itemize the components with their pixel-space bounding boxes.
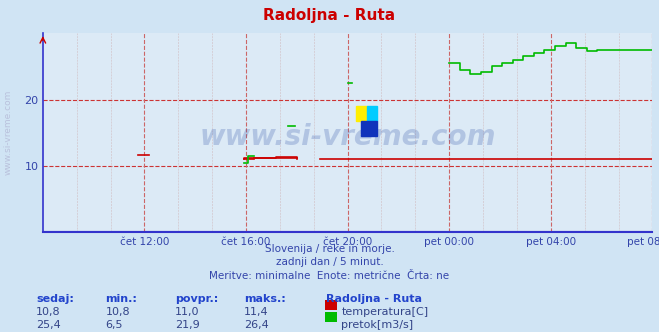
- Text: 11,4: 11,4: [244, 307, 268, 317]
- Text: pretok[m3/s]: pretok[m3/s]: [341, 320, 413, 330]
- Bar: [356, 106, 366, 121]
- Text: Radoljna - Ruta: Radoljna - Ruta: [264, 8, 395, 23]
- Text: 10,8: 10,8: [36, 307, 61, 317]
- Bar: [361, 121, 377, 136]
- Text: min.:: min.:: [105, 294, 137, 304]
- Text: 21,9: 21,9: [175, 320, 200, 330]
- Text: sedaj:: sedaj:: [36, 294, 74, 304]
- Text: www.si-vreme.com: www.si-vreme.com: [200, 123, 496, 151]
- Bar: [366, 106, 377, 121]
- Text: zadnji dan / 5 minut.: zadnji dan / 5 minut.: [275, 257, 384, 267]
- Text: www.si-vreme.com: www.si-vreme.com: [3, 90, 13, 176]
- Text: povpr.:: povpr.:: [175, 294, 218, 304]
- Text: Meritve: minimalne  Enote: metrične  Črta: ne: Meritve: minimalne Enote: metrične Črta:…: [210, 271, 449, 281]
- Text: temperatura[C]: temperatura[C]: [341, 307, 428, 317]
- Text: 6,5: 6,5: [105, 320, 123, 330]
- Text: 26,4: 26,4: [244, 320, 269, 330]
- Text: 10,8: 10,8: [105, 307, 130, 317]
- Text: 25,4: 25,4: [36, 320, 61, 330]
- Text: maks.:: maks.:: [244, 294, 285, 304]
- Text: 11,0: 11,0: [175, 307, 199, 317]
- Text: Slovenija / reke in morje.: Slovenija / reke in morje.: [264, 244, 395, 254]
- Text: Radoljna - Ruta: Radoljna - Ruta: [326, 294, 422, 304]
